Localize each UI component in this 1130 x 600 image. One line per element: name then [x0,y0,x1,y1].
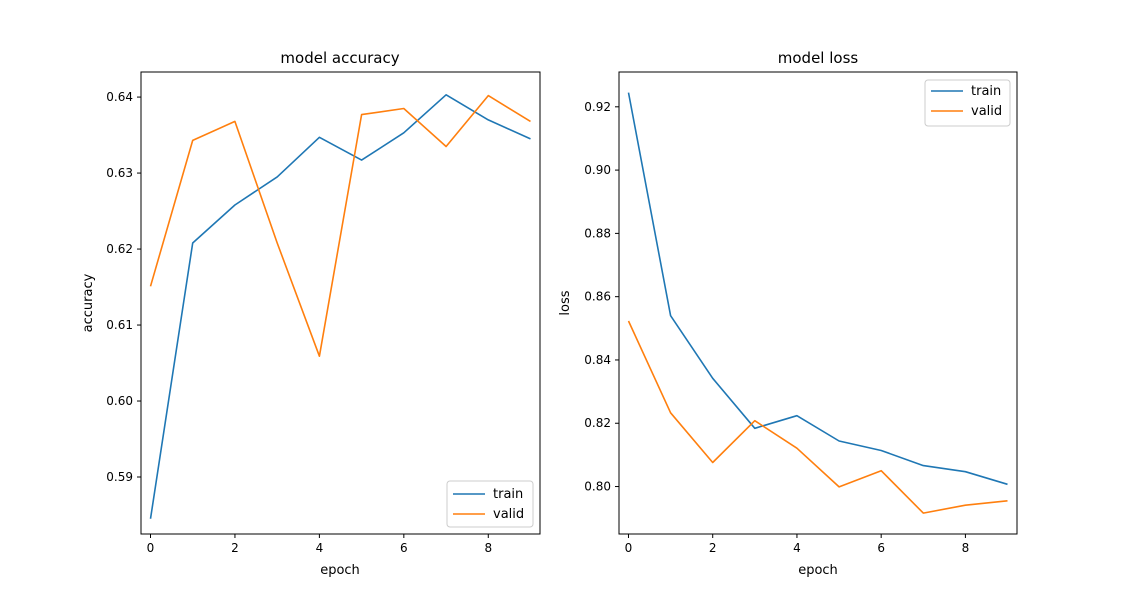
y-tick-label: 0.86 [584,290,611,304]
x-tick-label: 0 [625,541,633,555]
x-tick-label: 6 [400,541,408,555]
series-line-valid [627,320,1008,514]
y-axis-ticks: 0.59 0.60 0.61 0.62 0.63 0.64 [106,90,141,484]
y-axis-label: loss [558,290,573,315]
y-tick-label: 0.88 [584,226,611,240]
x-tick-label: 0 [147,541,155,555]
x-tick-label: 8 [484,541,492,555]
x-axis-label: epoch [798,563,838,578]
plot-frame [140,71,541,535]
chart-title: model accuracy [280,49,399,67]
x-axis-ticks: 0 2 4 6 8 [147,534,492,555]
legend-box [446,480,534,528]
loss-chart: model loss 0 2 4 6 8 0.80 0.82 0.84 0.86 0.88 0.9… [558,49,1018,578]
y-axis-ticks: 0.80 0.82 0.84 0.86 0.88 0.90 0.92 [584,100,619,494]
y-tick-label: 0.61 [106,318,133,332]
chart-title: model loss [778,49,859,67]
y-tick-label: 0.62 [106,242,133,256]
y-tick-label: 0.82 [584,416,611,430]
x-axis-ticks: 0 2 4 6 8 [625,534,970,555]
plot-area [627,92,1008,514]
plot-frame [618,71,1018,535]
plot-area [149,94,531,519]
legend: train valid [924,79,1011,127]
legend-label-valid: valid [971,104,1002,119]
accuracy-chart: model accuracy 0 2 4 6 8 0.59 0.60 0.61 0.62 0.6… [81,49,541,578]
y-tick-label: 0.80 [584,480,611,494]
x-axis-label: epoch [320,563,360,578]
x-tick-label: 2 [231,541,239,555]
legend-label-valid: valid [493,507,524,522]
y-tick-label: 0.64 [106,90,133,104]
y-tick-label: 0.60 [106,394,133,408]
y-axis-label: accuracy [81,273,96,332]
series-line-valid [149,94,531,358]
legend-label-train: train [971,84,1001,99]
legend: train valid [446,480,534,528]
x-tick-label: 6 [877,541,885,555]
x-tick-label: 4 [316,541,324,555]
y-tick-label: 0.59 [106,470,133,484]
y-tick-label: 0.90 [584,163,611,177]
x-tick-label: 4 [793,541,801,555]
series-line-train [149,94,531,519]
x-tick-label: 8 [962,541,970,555]
y-tick-label: 0.84 [584,353,611,367]
series-line-train [627,92,1008,486]
y-tick-label: 0.92 [584,100,611,114]
x-tick-label: 2 [709,541,717,555]
legend-label-train: train [493,487,523,502]
y-tick-label: 0.63 [106,166,133,180]
